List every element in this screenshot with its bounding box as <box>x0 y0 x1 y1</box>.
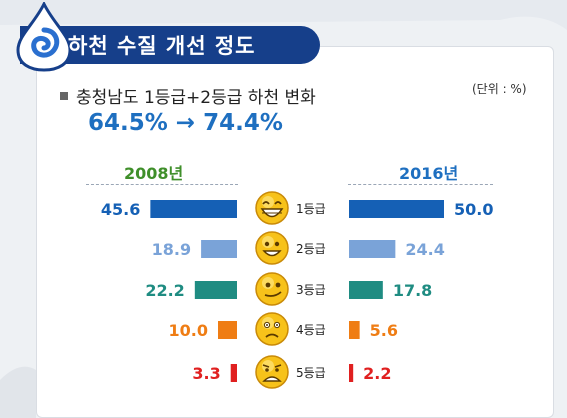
smirking-face-icon <box>255 272 289 306</box>
bar-2008-3 <box>194 281 237 299</box>
water-drop-icon <box>16 2 72 72</box>
value-2016-2: 24.4 <box>405 240 444 259</box>
category-label-1: 1등급 <box>296 202 326 216</box>
value-2008-2: 18.9 <box>152 240 191 259</box>
value-2016-3: 17.8 <box>393 281 432 300</box>
change-summary: 64.5% → 74.4% <box>88 110 283 136</box>
page-title: 하천 수질 개선 정도 <box>68 34 256 58</box>
value-2016-4: 5.6 <box>370 321 398 340</box>
bar-2008-2 <box>201 240 237 258</box>
subtitle-text: 충청남도 1등급+2등급 하천 변화 <box>76 88 316 108</box>
value-2008-4: 10.0 <box>169 321 208 340</box>
value-2016-5: 2.2 <box>363 364 391 383</box>
divider-right <box>348 184 493 185</box>
series-label-2008: 2008년 <box>124 164 184 183</box>
series-label-2016: 2016년 <box>399 164 459 183</box>
bullet-square-icon <box>60 92 68 100</box>
bar-2016-5 <box>349 364 354 382</box>
category-label-5: 5등급 <box>296 366 326 380</box>
divider-left <box>86 184 238 185</box>
bar-2008-5 <box>230 364 237 382</box>
bar-2008-4 <box>218 321 237 339</box>
unit-label: (단위 : %) <box>472 82 527 96</box>
value-2008-1: 45.6 <box>101 200 140 219</box>
category-label-4: 4등급 <box>296 323 326 337</box>
bar-2008-1 <box>150 200 237 218</box>
bar-2016-1 <box>349 200 444 218</box>
category-label-3: 3등급 <box>296 283 326 297</box>
bar-2016-2 <box>349 240 396 258</box>
value-2016-1: 50.0 <box>454 200 493 219</box>
category-label-2: 2등급 <box>296 242 326 256</box>
content-panel <box>36 46 554 418</box>
bar-2016-3 <box>349 281 383 299</box>
value-2008-3: 22.2 <box>145 281 184 300</box>
smiling-face-icon <box>255 231 289 265</box>
worried-face-icon <box>255 312 289 346</box>
value-2008-5: 3.3 <box>192 364 220 383</box>
bar-2016-4 <box>349 321 360 339</box>
subtitle: 충청남도 1등급+2등급 하천 변화 <box>60 83 316 108</box>
laughing-face-icon <box>255 191 289 225</box>
frowning-face-icon <box>255 355 289 389</box>
